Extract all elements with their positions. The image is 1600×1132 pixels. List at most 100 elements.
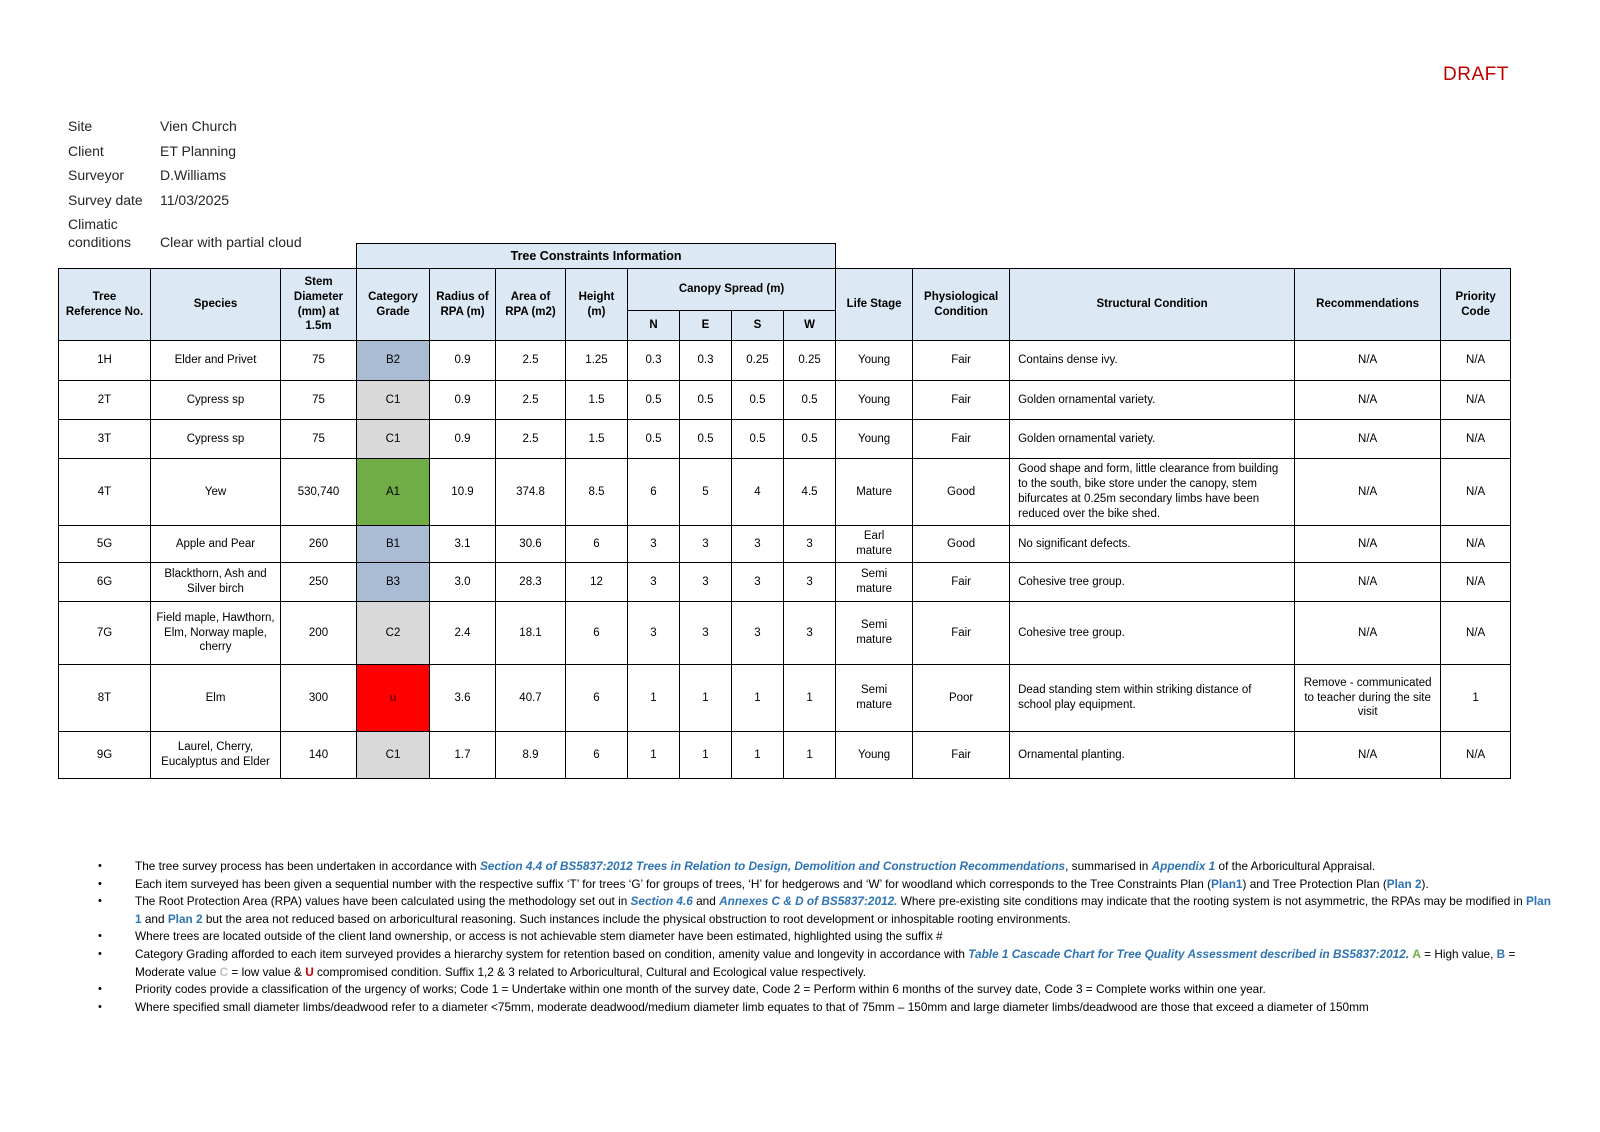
cell-life-stage: Mature	[835, 458, 914, 526]
meta-label: Surveyor	[68, 167, 125, 183]
cell-height: 8.5	[565, 458, 628, 526]
cell-life-stage: Young	[835, 419, 914, 459]
footnote-item: • The tree survey process has been undert…	[98, 858, 1560, 876]
footnote-segment: = Moderate value	[135, 946, 1516, 979]
cell-rpa-area: 28.3	[495, 562, 566, 602]
footnote-reference: U	[305, 964, 314, 979]
cell-recommendations: N/A	[1294, 458, 1442, 526]
cell-canopy-s: 1	[731, 731, 784, 779]
cell-life-stage: Young	[835, 731, 914, 779]
cell-rpa-area: 374.8	[495, 458, 566, 526]
cell-canopy-s: 4	[731, 458, 784, 526]
cell-height: 1.5	[565, 380, 628, 420]
footnote-reference: Plan 2	[1386, 876, 1422, 891]
cell-recommendations: N/A	[1294, 525, 1442, 563]
cell-tree-reference: 7G	[58, 601, 151, 665]
cell-structural-condition: Ornamental planting.	[1009, 731, 1296, 779]
footnote-text: Where specified small diameter limbs/dea…	[135, 999, 1560, 1017]
footnote-reference: Table 1 Cascade Chart for Tree Quality A…	[968, 946, 1410, 961]
cell-stem-diameter: 260	[280, 525, 357, 563]
bullet-icon: •	[98, 1000, 102, 1013]
footnote-segment: Where trees are located outside of the c…	[135, 929, 943, 944]
footnote-reference: Plan1	[1211, 876, 1243, 891]
cell-tree-reference: 6G	[58, 562, 151, 602]
cell-canopy-e: 3	[679, 562, 732, 602]
bullet-icon: •	[98, 860, 102, 872]
footnote-text: Each item surveyed has been given a sequ…	[135, 876, 1560, 894]
cell-physiological-condition: Fair	[912, 340, 1011, 381]
cell-category-grade: C1	[356, 380, 430, 420]
cell-canopy-w: 3	[782, 562, 837, 602]
cell-rpa-area: 18.1	[495, 601, 566, 665]
cell-rpa-radius: 0.9	[429, 419, 496, 459]
footnote-item: • Where specified small diameter limbs/de…	[98, 999, 1560, 1017]
cell-canopy-s: 0.5	[731, 419, 784, 459]
cell-canopy-w: 3	[782, 601, 837, 665]
cell-category-grade: B3	[356, 562, 430, 602]
column-header-13: Priority Code	[1440, 268, 1512, 341]
cell-tree-reference: 9G	[58, 731, 151, 779]
footnote-segment: , summarised in	[1065, 859, 1152, 873]
footnote-segment: Priority codes provide a classification …	[135, 982, 1266, 997]
footnote-reference: Appendix 1	[1151, 859, 1216, 873]
meta-label: Survey date	[68, 191, 143, 208]
table-row: 4T Yew 530,740 A1 10.9 374.8 8.5 6 5 4 4.5 Mature Go…	[58, 458, 1512, 526]
cell-stem-diameter: 300	[280, 664, 357, 732]
cell-rpa-area: 8.9	[495, 731, 566, 779]
cell-structural-condition: Cohesive tree group.	[1009, 562, 1296, 602]
cell-canopy-w: 0.5	[782, 419, 837, 459]
footnote-reference: Section 4.6	[630, 894, 693, 909]
cell-rpa-radius: 3.6	[429, 664, 496, 732]
cell-canopy-e: 3	[679, 601, 732, 665]
cell-rpa-radius: 0.9	[429, 340, 496, 381]
cell-recommendations: N/A	[1294, 380, 1442, 420]
bullet-icon: •	[98, 877, 102, 890]
cell-height: 1.5	[565, 419, 628, 459]
cell-canopy-w: 3	[782, 525, 837, 563]
bullet-icon: •	[98, 930, 102, 943]
table-row: 3T Cypress sp 75 C1 0.9 2.5 1.5 0.5 0.5 0.5 0.5 You…	[58, 419, 1512, 459]
cell-tree-reference: 3T	[58, 419, 151, 459]
cell-canopy-s: 0.25	[731, 340, 784, 381]
cell-recommendations: N/A	[1294, 562, 1442, 602]
footnote-text: Category Grading afforded to each item s…	[135, 946, 1560, 981]
footnote-segment: Each item surveyed has been given a sequ…	[135, 876, 1212, 891]
table-row: 1H Elder and Privet 75 B2 0.9 2.5 1.25 0.3 0.3 0.…	[58, 340, 1512, 381]
cell-priority-code: N/A	[1440, 340, 1512, 381]
meta-row: Survey date 11/03/2025	[68, 192, 408, 210]
cell-stem-diameter: 530,740	[280, 458, 357, 526]
cell-height: 6	[565, 664, 628, 732]
canopy-subheader-e: E	[679, 310, 732, 341]
cell-category-grade: C1	[356, 419, 430, 459]
meta-value: D.Williams	[160, 167, 227, 183]
cell-rpa-radius: 10.9	[429, 458, 496, 526]
meta-value: Clear with partial cloud	[160, 233, 302, 250]
footnote-segment: ).	[1421, 876, 1429, 891]
column-header-1: Tree Reference No.	[58, 268, 151, 341]
meta-value: ET Planning	[160, 142, 237, 159]
cell-canopy-e: 1	[679, 664, 732, 732]
cell-species: Laurel, Cherry, Eucalyptus and Elder	[150, 731, 281, 779]
cell-canopy-s: 3	[731, 562, 784, 602]
column-header-10: Physiological Condition	[912, 268, 1011, 341]
meta-label: Climatic conditions	[68, 216, 132, 250]
cell-priority-code: N/A	[1440, 731, 1512, 779]
table-row: 6G Blackthorn, Ash and Silver birch 250 B3 3…	[58, 562, 1512, 602]
table-row: 2T Cypress sp 75 C1 0.9 2.5 1.5 0.5 0.5 0.5 0.5 You…	[58, 380, 1512, 420]
cell-species: Yew	[150, 458, 281, 526]
footnote-segment: = low value &	[228, 964, 306, 979]
cell-structural-condition: Contains dense ivy.	[1009, 340, 1296, 381]
cell-recommendations: N/A	[1294, 601, 1442, 665]
cell-life-stage: Semi mature	[835, 664, 914, 732]
cell-stem-diameter: 250	[280, 562, 357, 602]
column-header-11: Structural Condition	[1009, 268, 1296, 341]
footnote-reference: Section 4.4 of BS5837:2012 Trees in Rela…	[479, 859, 1066, 873]
footnote-segment: Category Grading afforded to each item s…	[135, 946, 969, 961]
meta-row: Climatic conditions Clear with partial cl…	[68, 216, 408, 251]
footnote-segment: and	[692, 894, 720, 909]
footnote-segment: and	[141, 911, 168, 926]
band-row: Tree Constraints Information	[59, 243, 1511, 269]
column-header-2: Species	[150, 268, 281, 341]
column-header-9: Life Stage	[835, 268, 914, 341]
cell-structural-condition: No significant defects.	[1009, 525, 1296, 563]
